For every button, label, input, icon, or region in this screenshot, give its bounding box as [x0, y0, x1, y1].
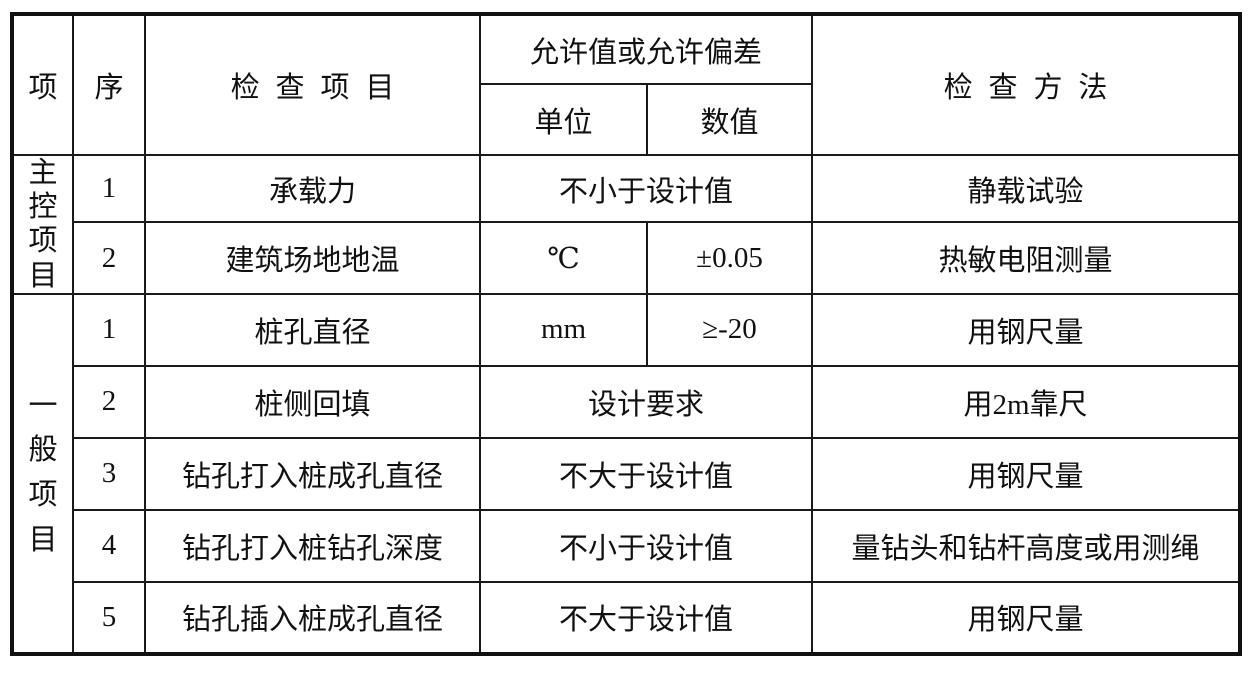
- method-cell: 热敏电阻测量: [811, 221, 1242, 295]
- header-row-2: 单位 数值: [12, 83, 1240, 156]
- allowed-span-cell: 不小于设计值: [478, 153, 814, 224]
- method-cell: 用钢尺量: [811, 580, 1242, 655]
- table-row-general-1: 一般项目 1 桩孔直径 mm ≥-20 用钢尺量: [11, 292, 1242, 655]
- item-cell: 建筑场地地温: [144, 221, 481, 295]
- allowed-span-cell: 不大于设计值: [478, 436, 814, 511]
- table-row-general-5: 5 钻孔插入桩成孔直径 不大于设计值 用钢尺量: [12, 580, 1242, 655]
- method-cell: 用2m靠尺: [811, 364, 1242, 439]
- item-cell: 承载力: [144, 153, 481, 224]
- seq-cell: 5: [72, 580, 146, 655]
- table-row-general-2: 2 桩侧回填 设计要求 用2m靠尺: [12, 364, 1242, 439]
- seq-cell: 4: [72, 508, 146, 583]
- value-cell: ±0.05: [645, 221, 814, 295]
- inspection-criteria-table: 项 序 检查项目 允许值或允许偏差 检查方法 单位 数值 主控项目 1 承载力 …: [10, 12, 1243, 656]
- header-cell-check-item: 检查项目: [144, 13, 481, 156]
- item-cell: 钻孔打入桩钻孔深度: [144, 508, 481, 583]
- item-cell: 桩侧回填: [144, 364, 481, 439]
- section-label-general: 一般项目: [11, 292, 74, 655]
- allowed-span-cell: 设计要求: [478, 364, 814, 439]
- item-cell: 桩孔直径: [144, 292, 481, 367]
- value-cell: ≥-20: [645, 292, 814, 367]
- section-label-general-text: 一般项目: [28, 389, 58, 557]
- unit-cell: mm: [479, 292, 648, 367]
- table-row-general-4: 4 钻孔打入桩钻孔深度 不小于设计值 量钻头和钻杆高度或用测绳: [12, 508, 1242, 583]
- method-cell: 静载试验: [811, 153, 1242, 224]
- seq-cell: 1: [72, 153, 146, 224]
- item-cell: 钻孔打入桩成孔直径: [144, 436, 481, 511]
- header-cell-allowed: 允许值或允许偏差: [478, 13, 814, 85]
- header-row-1: 项 序 检查项目 允许值或允许偏差 检查方法: [11, 13, 1242, 156]
- header-cell-unit: 单位: [479, 83, 648, 156]
- allowed-span-cell: 不大于设计值: [478, 580, 814, 655]
- header-cell-seq: 序: [72, 13, 146, 156]
- header-cell-value: 数值: [645, 83, 814, 156]
- seq-cell: 3: [72, 436, 146, 511]
- header-cell-method: 检查方法: [811, 13, 1242, 156]
- allowed-span-cell: 不小于设计值: [478, 508, 814, 583]
- table-row-general-3: 3 钻孔打入桩成孔直径 不大于设计值 用钢尺量: [12, 436, 1242, 511]
- seq-cell: 2: [72, 364, 146, 439]
- method-cell: 用钢尺量: [811, 292, 1242, 367]
- section-label-main-control-text: 主控项目: [28, 157, 58, 292]
- unit-cell: ℃: [479, 221, 648, 295]
- seq-cell: 1: [72, 292, 146, 367]
- section-label-main-control: 主控项目: [11, 154, 74, 295]
- header-cell-item-category: 项: [11, 13, 74, 156]
- method-cell: 用钢尺量: [811, 436, 1242, 511]
- table-row-main-2: 2 建筑场地地温 ℃ ±0.05 热敏电阻测量: [12, 221, 1242, 295]
- table-row-main-1: 主控项目 1 承载力 不小于设计值 静载试验: [11, 153, 1242, 295]
- item-cell: 钻孔插入桩成孔直径: [144, 580, 481, 655]
- method-cell: 量钻头和钻杆高度或用测绳: [811, 508, 1242, 583]
- seq-cell: 2: [72, 221, 146, 295]
